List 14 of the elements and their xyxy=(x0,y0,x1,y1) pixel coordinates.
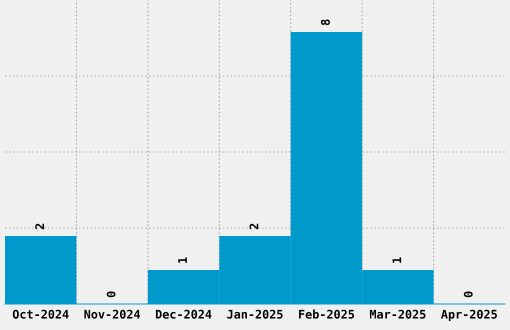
x-tick-label: Nov-2024 xyxy=(84,310,140,319)
data-label: 8 xyxy=(320,20,330,26)
data-label: 0 xyxy=(106,292,116,298)
data-label: 2 xyxy=(35,224,44,230)
data-label: 1 xyxy=(178,257,187,263)
x-tick-label: Jan-2025 xyxy=(227,310,283,319)
x-tick-label: Apr-2025 xyxy=(441,310,497,321)
x-tick-label: Oct-2024 xyxy=(12,310,69,319)
x-tick-label: Mar-2025 xyxy=(370,310,426,319)
data-label: 0 xyxy=(464,292,473,298)
data-label: 2 xyxy=(249,224,258,230)
x-tick-label: Feb-2025 xyxy=(299,310,354,319)
data-label: 1 xyxy=(392,257,402,263)
x-tick-label: Dec-2024 xyxy=(156,310,212,319)
